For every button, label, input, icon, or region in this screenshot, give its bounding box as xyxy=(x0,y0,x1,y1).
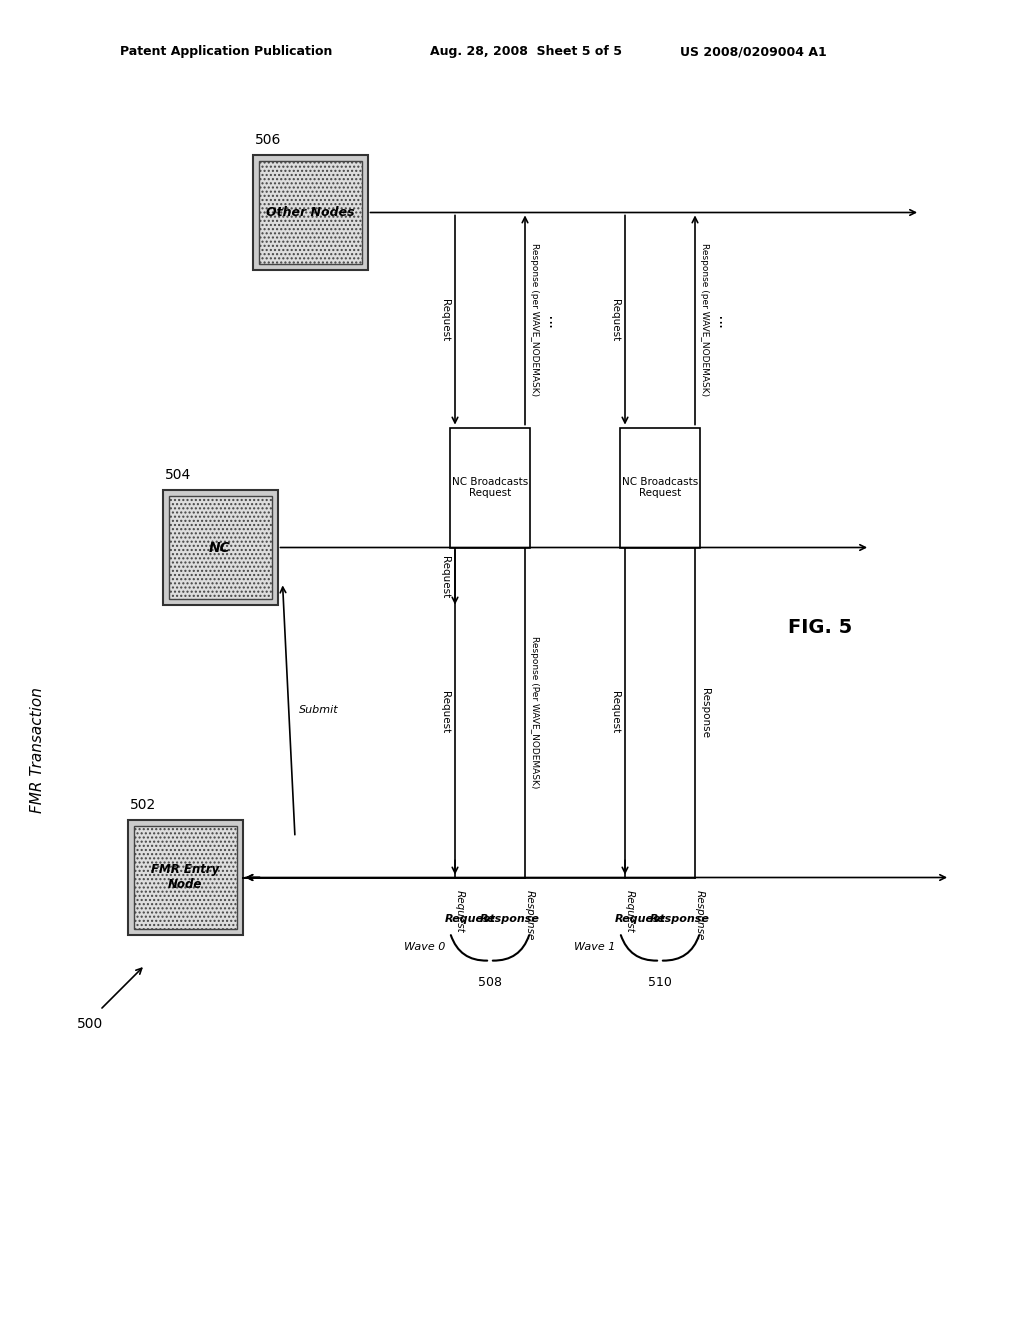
FancyBboxPatch shape xyxy=(620,428,700,548)
Text: Request: Request xyxy=(625,890,635,932)
FancyBboxPatch shape xyxy=(450,428,530,548)
FancyBboxPatch shape xyxy=(133,826,237,929)
Text: FMR Transaction: FMR Transaction xyxy=(31,688,45,813)
Text: Request: Request xyxy=(440,556,450,599)
Text: Aug. 28, 2008  Sheet 5 of 5: Aug. 28, 2008 Sheet 5 of 5 xyxy=(430,45,622,58)
Text: Patent Application Publication: Patent Application Publication xyxy=(120,45,333,58)
Text: 502: 502 xyxy=(129,799,156,812)
Text: Response: Response xyxy=(695,890,705,940)
FancyBboxPatch shape xyxy=(169,496,271,599)
Text: 508: 508 xyxy=(478,975,502,989)
Text: Response: Response xyxy=(525,890,535,940)
FancyBboxPatch shape xyxy=(128,820,243,935)
Text: Wave 0: Wave 0 xyxy=(403,941,445,952)
Text: FMR Entry
Node: FMR Entry Node xyxy=(151,863,219,891)
Text: Submit: Submit xyxy=(299,705,338,715)
Text: NC Broadcasts
Request: NC Broadcasts Request xyxy=(452,477,528,498)
Text: Request: Request xyxy=(455,890,465,932)
Text: Response (Per WAVE_NODEMASK): Response (Per WAVE_NODEMASK) xyxy=(530,636,539,788)
Text: Response (per WAVE_NODEMASK): Response (per WAVE_NODEMASK) xyxy=(700,243,709,396)
Text: Response (per WAVE_NODEMASK): Response (per WAVE_NODEMASK) xyxy=(530,243,539,396)
Text: Request: Request xyxy=(440,692,450,734)
Text: 504: 504 xyxy=(165,469,190,482)
Text: NC: NC xyxy=(209,540,230,554)
FancyBboxPatch shape xyxy=(163,490,278,605)
Text: Response: Response xyxy=(650,915,710,924)
Text: Other Nodes: Other Nodes xyxy=(265,206,354,219)
Text: Wave 1: Wave 1 xyxy=(573,941,615,952)
Text: US 2008/0209004 A1: US 2008/0209004 A1 xyxy=(680,45,826,58)
Text: 506: 506 xyxy=(255,133,281,147)
FancyBboxPatch shape xyxy=(258,161,361,264)
Text: NC Broadcasts
Request: NC Broadcasts Request xyxy=(622,477,698,498)
Text: Response: Response xyxy=(480,915,540,924)
Text: Request: Request xyxy=(444,915,496,924)
Text: FIG. 5: FIG. 5 xyxy=(787,618,852,638)
Text: 500: 500 xyxy=(77,1016,103,1031)
Text: Request: Request xyxy=(440,298,450,341)
Text: Request: Request xyxy=(610,298,620,341)
Text: ...: ... xyxy=(540,313,555,327)
FancyBboxPatch shape xyxy=(253,154,368,271)
Text: Request: Request xyxy=(614,915,666,924)
Text: 510: 510 xyxy=(648,975,672,989)
Text: ...: ... xyxy=(710,313,725,327)
Text: Request: Request xyxy=(610,692,620,734)
Text: Response: Response xyxy=(700,688,710,738)
